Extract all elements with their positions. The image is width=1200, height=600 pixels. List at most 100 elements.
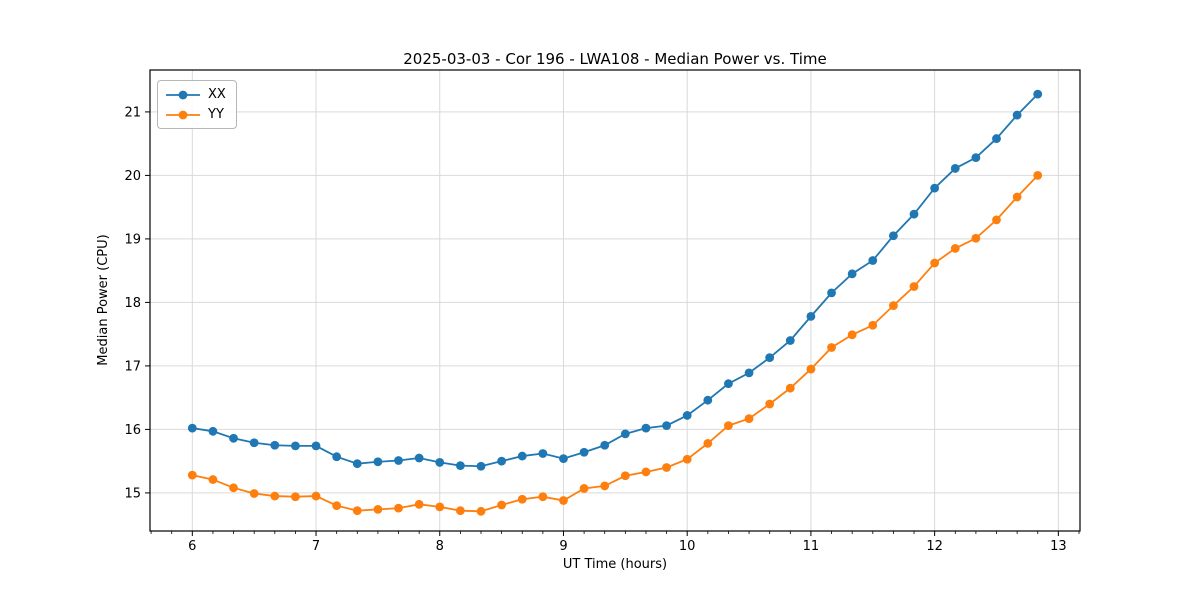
data-point-yy bbox=[311, 491, 321, 501]
data-point-xx bbox=[332, 452, 342, 462]
y-tick-label-20: 20 bbox=[124, 169, 141, 184]
data-point-yy bbox=[497, 500, 507, 510]
data-point-yy bbox=[724, 421, 733, 430]
data-point-xx bbox=[620, 429, 630, 439]
data-point-xx bbox=[497, 456, 507, 466]
x-tick-label-6: 6 bbox=[188, 539, 196, 554]
data-point-xx bbox=[1033, 89, 1043, 99]
data-point-yy bbox=[270, 491, 280, 501]
data-point-xx bbox=[311, 441, 321, 451]
data-point-yy bbox=[992, 215, 1001, 225]
data-point-yy bbox=[950, 244, 960, 253]
data-point-xx bbox=[559, 454, 568, 464]
y-tick-label-19: 19 bbox=[124, 232, 141, 247]
data-point-yy bbox=[641, 467, 651, 477]
data-point-xx bbox=[208, 426, 218, 436]
data-point-yy bbox=[888, 301, 898, 310]
data-point-xx bbox=[249, 438, 259, 448]
y-tick-label-15: 15 bbox=[124, 486, 141, 501]
legend-label: YY bbox=[208, 107, 224, 122]
data-point-xx bbox=[538, 449, 548, 458]
x-tick-label-10: 10 bbox=[679, 539, 696, 554]
data-point-yy bbox=[229, 483, 238, 493]
data-point-yy bbox=[930, 258, 940, 268]
data-point-yy bbox=[208, 475, 218, 484]
data-point-xx bbox=[187, 423, 197, 433]
data-point-xx bbox=[868, 256, 878, 265]
chart-title: 2025-03-03 - Cor 196 - LWA108 - Median P… bbox=[403, 50, 827, 68]
legend-marker-icon bbox=[166, 110, 200, 119]
data-point-xx bbox=[600, 440, 610, 450]
x-tick-label-8: 8 bbox=[436, 539, 444, 554]
data-point-yy bbox=[455, 506, 465, 516]
x-tick-label-13: 13 bbox=[1050, 539, 1067, 554]
data-point-yy bbox=[847, 330, 857, 340]
x-tick-label-11: 11 bbox=[803, 539, 820, 554]
data-point-xx bbox=[641, 423, 651, 433]
data-point-yy bbox=[538, 492, 548, 502]
data-point-yy bbox=[744, 414, 754, 424]
data-point-yy bbox=[373, 505, 383, 514]
data-point-yy bbox=[435, 502, 445, 512]
data-point-yy bbox=[620, 471, 630, 481]
data-point-xx bbox=[517, 451, 527, 461]
data-point-yy bbox=[806, 364, 816, 374]
data-point-xx bbox=[579, 447, 589, 457]
y-tick-label-21: 21 bbox=[124, 105, 141, 120]
x-tick-label-7: 7 bbox=[312, 539, 320, 554]
x-tick-label-9: 9 bbox=[559, 539, 567, 554]
y-tick-label-16: 16 bbox=[124, 423, 141, 438]
data-point-yy bbox=[682, 454, 692, 464]
data-point-xx bbox=[847, 269, 857, 279]
data-point-xx bbox=[950, 164, 960, 173]
data-point-yy bbox=[909, 282, 919, 291]
data-point-xx bbox=[827, 288, 836, 298]
data-point-xx bbox=[992, 134, 1001, 143]
data-point-yy bbox=[827, 343, 836, 352]
data-point-xx bbox=[229, 433, 238, 443]
data-point-xx bbox=[744, 368, 754, 378]
data-point-xx bbox=[888, 231, 898, 241]
data-point-yy bbox=[600, 481, 610, 491]
data-point-yy bbox=[785, 383, 795, 393]
data-point-xx bbox=[414, 453, 424, 463]
data-point-xx bbox=[724, 379, 733, 389]
data-point-xx bbox=[785, 336, 795, 345]
data-point-yy bbox=[1033, 171, 1043, 180]
series-line-yy bbox=[192, 174, 1039, 513]
data-point-xx bbox=[930, 183, 940, 193]
y-tick-label-18: 18 bbox=[124, 296, 141, 311]
x-axis-label: UT Time (hours) bbox=[562, 557, 668, 572]
data-point-xx bbox=[971, 153, 981, 163]
data-point-xx bbox=[476, 461, 486, 471]
axes-frame bbox=[149, 69, 1081, 532]
data-point-xx bbox=[765, 353, 775, 363]
data-point-yy bbox=[559, 496, 568, 505]
data-point-yy bbox=[332, 501, 342, 511]
data-point-yy bbox=[1012, 192, 1022, 202]
data-point-yy bbox=[414, 499, 424, 509]
data-point-yy bbox=[394, 503, 403, 513]
data-point-xx bbox=[435, 458, 445, 467]
data-point-yy bbox=[249, 489, 259, 498]
legend-entry-xx: XX bbox=[165, 85, 226, 104]
data-point-yy bbox=[971, 233, 981, 243]
x-tick-label-12: 12 bbox=[926, 539, 943, 554]
data-point-yy bbox=[352, 506, 362, 516]
data-point-yy bbox=[765, 399, 775, 409]
data-point-xx bbox=[291, 441, 300, 451]
data-point-yy bbox=[662, 463, 671, 472]
data-point-xx bbox=[1012, 110, 1022, 120]
data-point-yy bbox=[517, 494, 527, 504]
data-point-yy bbox=[868, 320, 878, 330]
data-point-xx bbox=[394, 456, 403, 465]
y-tick-label-17: 17 bbox=[124, 359, 141, 374]
legend: XX YY bbox=[157, 80, 237, 129]
data-point-yy bbox=[579, 484, 589, 493]
legend-entry-yy: YY bbox=[165, 105, 226, 124]
data-point-xx bbox=[270, 440, 280, 450]
data-point-xx bbox=[806, 311, 816, 321]
data-point-yy bbox=[187, 470, 197, 480]
